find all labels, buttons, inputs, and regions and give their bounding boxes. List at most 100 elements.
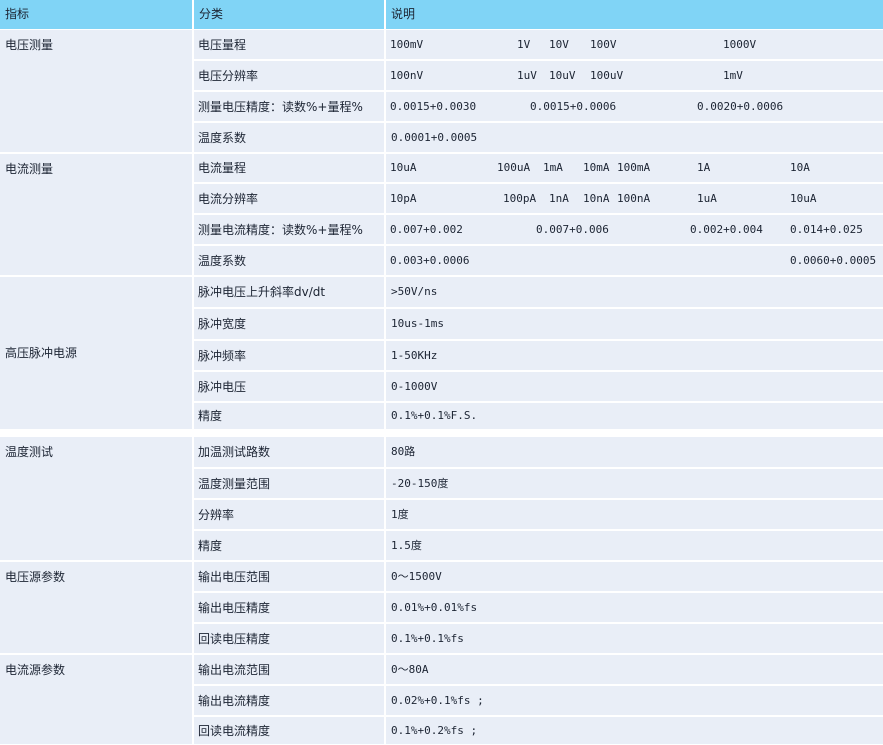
detail-cell: [386, 686, 883, 715]
category-text: 回读电压精度: [198, 631, 271, 646]
category-cell: [194, 277, 384, 307]
detail-cell: [386, 717, 883, 744]
category-cell: [194, 184, 384, 213]
detail-cell: [386, 30, 883, 59]
detail-text: 1.5度: [391, 538, 422, 552]
detail-cell: [386, 309, 883, 339]
detail-text: 1-50KHz: [391, 348, 438, 362]
category-cell: [194, 469, 384, 498]
detail-cell: [386, 92, 883, 121]
detail-cell: [386, 215, 883, 244]
category-text: 脉冲电压上升斜率dv/dt: [198, 285, 326, 299]
header-text: 分类: [199, 7, 224, 21]
detail-cell: [386, 624, 883, 653]
detail-cell: [386, 562, 883, 591]
detail-cell: [386, 341, 883, 370]
category-text: 输出电压范围: [198, 569, 271, 584]
detail-text: 0.0015+0.0006: [530, 99, 617, 113]
detail-text: 1V: [517, 37, 531, 51]
category-text: 测量电流精度：读数%+量程%: [198, 222, 363, 237]
detail-text: 1mV: [723, 68, 743, 82]
detail-text: 0.0060+0.0005: [790, 253, 877, 267]
detail-text: 0.0001+0.0005: [391, 130, 478, 144]
category-cell: [194, 61, 384, 90]
detail-text: 10us-1ms: [391, 317, 444, 330]
category-cell: [194, 624, 384, 653]
header-cell: [0, 0, 192, 29]
detail-text: 0-1000V: [391, 379, 438, 393]
group-label: 电流源参数: [5, 663, 66, 677]
category-cell: [194, 30, 384, 59]
detail-cell: [386, 593, 883, 622]
detail-text: 0.01%+0.01%fs: [391, 600, 478, 614]
header-text: 说明: [391, 7, 416, 21]
category-cell: [194, 531, 384, 560]
category-cell: [194, 500, 384, 529]
detail-text: 100V: [590, 37, 617, 51]
detail-cell: [386, 372, 883, 401]
group-cell: [0, 437, 192, 560]
detail-text: 10V: [549, 37, 569, 51]
detail-text: 10uA: [790, 191, 817, 205]
category-text: 精度: [198, 538, 223, 553]
category-text: 输出电流范围: [198, 662, 271, 677]
detail-text: 0.0015+0.0030: [390, 99, 477, 113]
category-cell: [194, 246, 384, 275]
detail-text: 1A: [697, 161, 711, 174]
category-text: 分辨率: [198, 507, 235, 522]
category-cell: [194, 655, 384, 684]
detail-text: 0.003+0.0006: [390, 253, 470, 267]
detail-text: 0.014+0.025: [790, 222, 863, 236]
detail-text: 100nA: [617, 191, 651, 205]
category-text: 脉冲宽度: [198, 317, 247, 331]
detail-text: 100nV: [390, 68, 424, 82]
category-text: 电流分辨率: [198, 191, 259, 206]
detail-cell: [386, 184, 883, 213]
category-text: 脉冲频率: [198, 348, 247, 363]
header-cell: [194, 0, 384, 29]
group-label: 电压源参数: [5, 570, 66, 584]
group-label: 温度测试: [5, 445, 54, 459]
group-cell: [0, 562, 192, 653]
detail-text: 0.1%+0.1%F.S.: [391, 409, 478, 422]
category-text: 电压分辨率: [198, 68, 259, 83]
detail-cell: [386, 500, 883, 529]
detail-cell: [386, 123, 883, 152]
category-cell: [194, 437, 384, 467]
category-cell: [194, 372, 384, 401]
header-cell: [386, 0, 883, 29]
category-text: 电流量程: [198, 161, 247, 175]
detail-text: 0.007+0.002: [390, 222, 463, 236]
detail-text: 0.1%+0.2%fs ;: [391, 723, 478, 737]
detail-text: 100uA: [497, 161, 531, 174]
detail-text: 10uA: [390, 161, 417, 174]
category-text: 输出电流精度: [198, 693, 271, 708]
category-text: 测量电压精度：读数%+量程%: [198, 99, 363, 114]
category-cell: [194, 717, 384, 744]
detail-text: 1uV: [517, 68, 537, 82]
group-cell: [0, 277, 192, 429]
detail-text: 1mA: [543, 161, 563, 174]
category-text: 输出电压精度: [198, 600, 271, 615]
detail-text: 0.007+0.006: [536, 222, 609, 236]
group-cell: [0, 30, 192, 152]
category-text: 温度系数: [198, 130, 247, 145]
detail-text: 100uV: [590, 68, 624, 82]
detail-text: 100mA: [617, 161, 651, 174]
group-cell: [0, 655, 192, 744]
category-text: 精度: [198, 409, 223, 423]
detail-text: 1nA: [549, 191, 569, 205]
detail-text: 0～1500V: [391, 569, 442, 583]
detail-text: 0.02%+0.1%fs ;: [391, 693, 484, 707]
detail-text: 100mV: [390, 37, 424, 51]
category-text: 电压量程: [198, 37, 247, 52]
category-cell: [194, 154, 384, 182]
detail-text: 0.002+0.004: [690, 222, 763, 236]
category-cell: [194, 341, 384, 370]
detail-cell: [386, 437, 883, 467]
category-cell: [194, 309, 384, 339]
detail-text: 10pA: [390, 191, 417, 205]
category-text: 回读电流精度: [198, 723, 271, 738]
detail-text: -20-150度: [391, 476, 449, 490]
